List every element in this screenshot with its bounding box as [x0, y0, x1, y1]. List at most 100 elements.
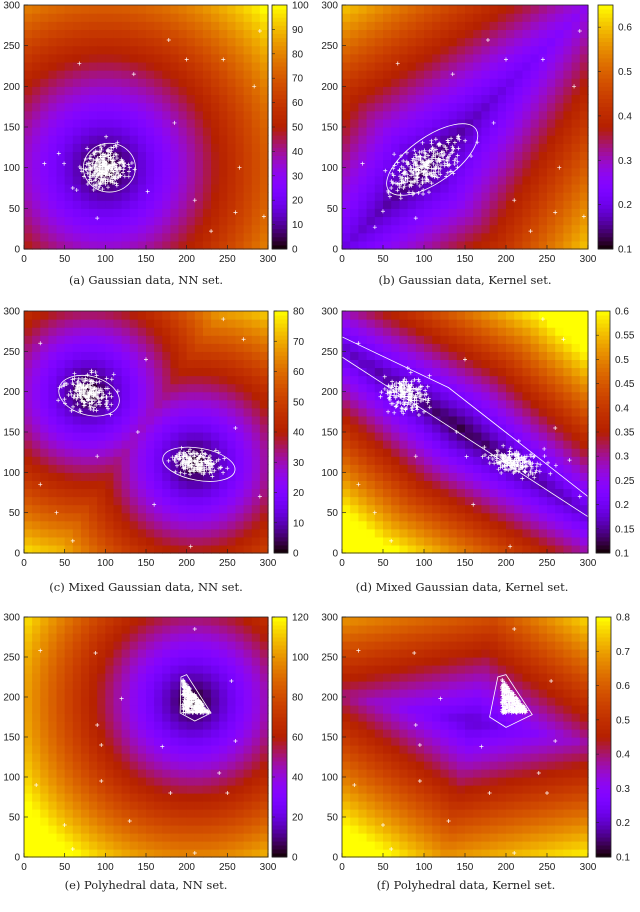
- heatmap-cell: [490, 537, 499, 546]
- heatmap-cell: [531, 376, 540, 385]
- heatmap-cell: [146, 225, 155, 234]
- heatmap-cell: [162, 343, 171, 352]
- heatmap-cell: [358, 5, 367, 14]
- heatmap-cell: [408, 359, 417, 368]
- heatmap-cell: [342, 400, 351, 409]
- heatmap-cell: [375, 5, 384, 14]
- heatmap-cell: [424, 343, 433, 352]
- heatmap-cell: [97, 200, 106, 209]
- heatmap-cell: [179, 184, 188, 193]
- heatmap-cell: [73, 13, 82, 22]
- heatmap-cell: [170, 160, 179, 169]
- heatmap-cell: [547, 400, 556, 409]
- heatmap-cell: [350, 529, 359, 538]
- heatmap-cell: [211, 111, 220, 120]
- heatmap-cell: [170, 86, 179, 95]
- colorbar-segment: [274, 323, 288, 328]
- heatmap-cell: [572, 424, 581, 433]
- heatmap-cell: [73, 225, 82, 234]
- heatmap-cell: [211, 233, 220, 242]
- heatmap-cell: [383, 335, 392, 344]
- heatmap-cell: [572, 537, 581, 546]
- heatmap-cell: [424, 480, 433, 489]
- heatmap-cell: [244, 319, 253, 328]
- heatmap-cell: [432, 537, 441, 546]
- heatmap-cell: [97, 241, 106, 250]
- heatmap-cell: [391, 46, 400, 55]
- heatmap-cell: [539, 29, 548, 38]
- heatmap-cell: [32, 13, 41, 22]
- heatmap-cell: [522, 86, 531, 95]
- heatmap-cell: [260, 488, 269, 497]
- heatmap-cell: [179, 376, 188, 385]
- heatmap-cell: [539, 160, 548, 169]
- heatmap-cell: [547, 311, 556, 320]
- heatmap-cell: [539, 78, 548, 87]
- heatmap-cell: [342, 62, 351, 71]
- heatmap-cell: [81, 216, 90, 225]
- heatmap-cell: [416, 456, 425, 465]
- heatmap-cell: [547, 119, 556, 128]
- heatmap-cell: [138, 46, 147, 55]
- heatmap-cell: [514, 537, 523, 546]
- heatmap-cell: [235, 184, 244, 193]
- heatmap-cell: [563, 384, 572, 393]
- colorbar-segment: [598, 9, 613, 14]
- heatmap-cell: [130, 416, 139, 425]
- heatmap-cell: [367, 70, 376, 79]
- heatmap-cell: [367, 62, 376, 71]
- heatmap-cell: [122, 111, 131, 120]
- heatmap-cell: [48, 319, 57, 328]
- heatmap-cell: [203, 216, 212, 225]
- heatmap-cell: [113, 241, 122, 250]
- heatmap-cell: [531, 311, 540, 320]
- heatmap-cell: [154, 168, 163, 177]
- heatmap-cell: [506, 537, 515, 546]
- heatmap-cell: [358, 21, 367, 30]
- heatmap-cell: [32, 192, 41, 201]
- heatmap-cell: [358, 376, 367, 385]
- y-tick-label: 200: [3, 387, 20, 398]
- heatmap-cell: [138, 86, 147, 95]
- heatmap-cell: [252, 21, 261, 30]
- heatmap-cell: [195, 472, 204, 481]
- heatmap-cell: [195, 521, 204, 530]
- heatmap-cell: [32, 367, 41, 376]
- heatmap-cell: [481, 46, 490, 55]
- heatmap-cell: [154, 216, 163, 225]
- heatmap-cell: [219, 529, 228, 538]
- heatmap-cell: [539, 127, 548, 136]
- heatmap-cell: [408, 54, 417, 63]
- heatmap-cell: [244, 119, 253, 128]
- heatmap-cell: [408, 327, 417, 336]
- heatmap-cell: [187, 537, 196, 546]
- heatmap-cell: [473, 38, 482, 47]
- heatmap-cell: [473, 176, 482, 185]
- heatmap-cell: [490, 94, 499, 103]
- heatmap-cell: [235, 54, 244, 63]
- heatmap-cell: [195, 46, 204, 55]
- heatmap-cell: [432, 111, 441, 120]
- heatmap-cell: [506, 127, 515, 136]
- heatmap-cell: [465, 111, 474, 120]
- heatmap-cell: [244, 103, 253, 112]
- heatmap-cell: [563, 343, 572, 352]
- colorbar-segment: [274, 376, 288, 381]
- heatmap-cell: [572, 448, 581, 457]
- heatmap-cell: [97, 208, 106, 217]
- heatmap-cell: [122, 13, 131, 22]
- heatmap-cell: [522, 440, 531, 449]
- heatmap-cell: [514, 225, 523, 234]
- heatmap-cell: [481, 335, 490, 344]
- heatmap-cell: [227, 184, 236, 193]
- heatmap-cell: [81, 241, 90, 250]
- heatmap-cell: [81, 456, 90, 465]
- heatmap-cell: [498, 200, 507, 209]
- heatmap-cell: [358, 488, 367, 497]
- heatmap-cell: [555, 432, 564, 441]
- heatmap-cell: [522, 200, 531, 209]
- heatmap-cell: [138, 225, 147, 234]
- heatmap-cell: [572, 21, 581, 30]
- heatmap-cell: [146, 440, 155, 449]
